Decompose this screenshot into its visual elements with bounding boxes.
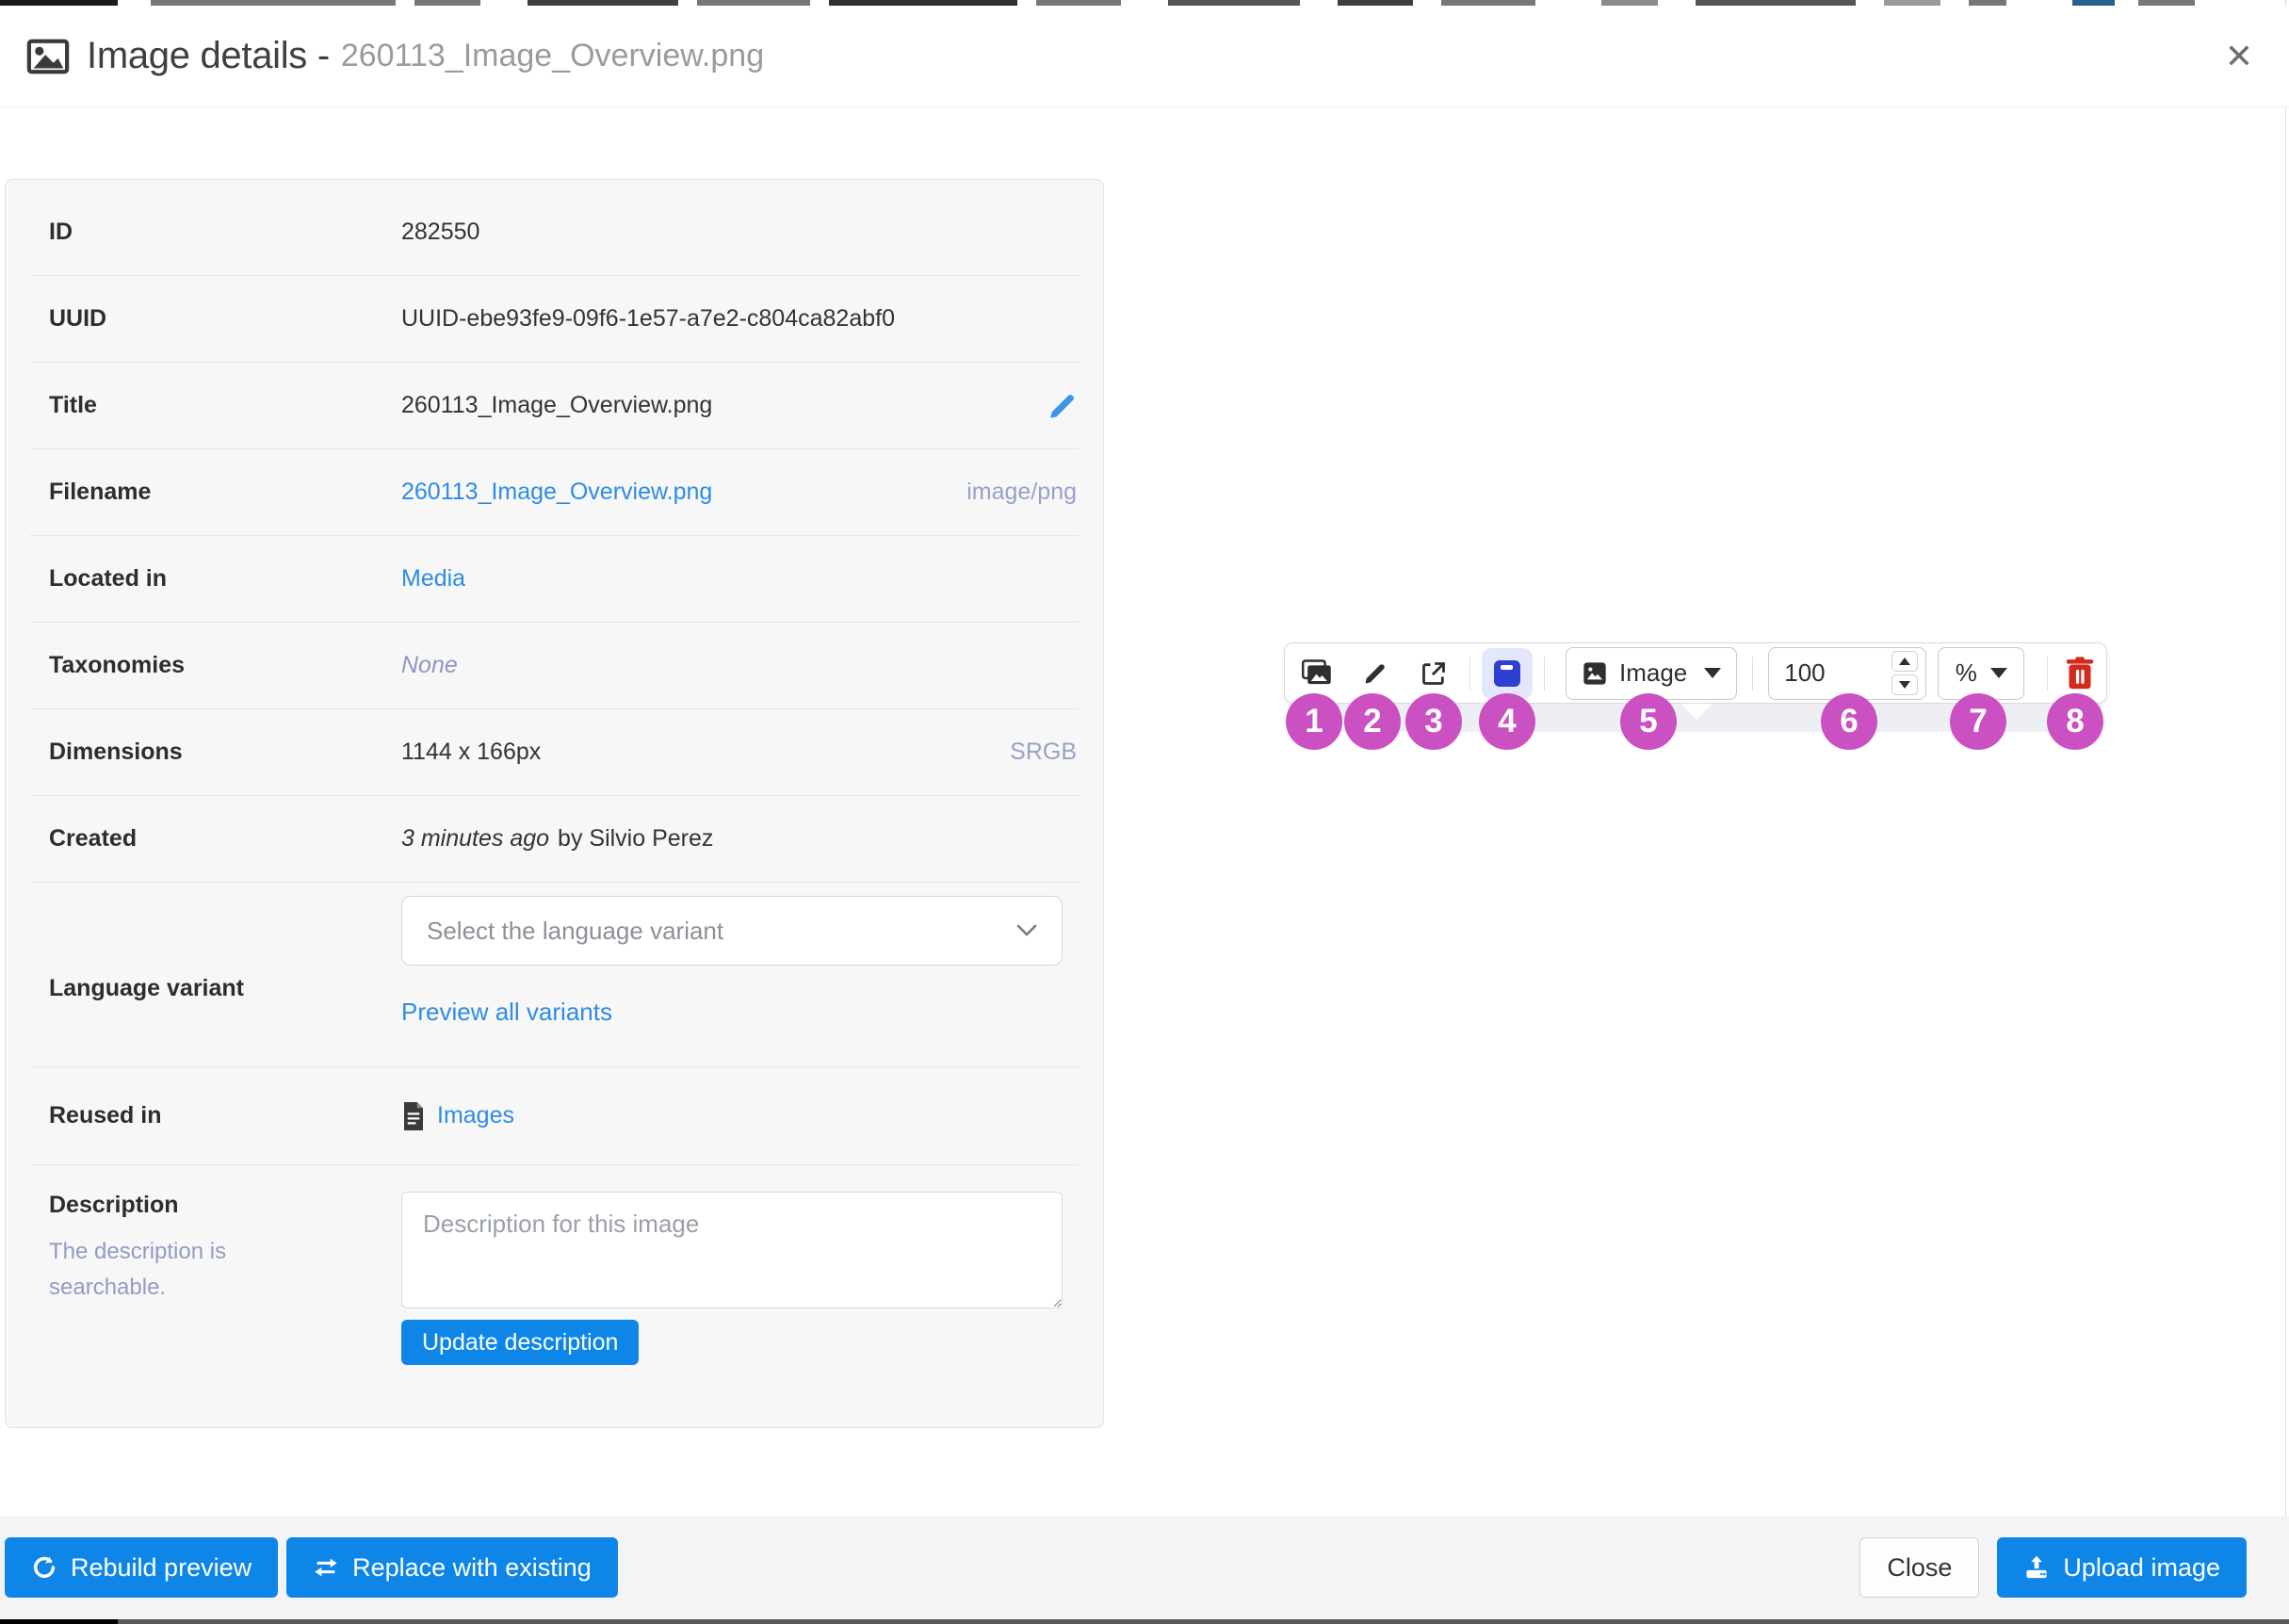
page-title-filename: 260113_Image_Overview.png: [340, 38, 765, 73]
modal-right-edge: [2285, 0, 2286, 1624]
row-id: ID 282550: [30, 189, 1079, 276]
annotation-badge-5: 5: [1620, 693, 1677, 750]
selected-block-icon: [1482, 647, 1533, 699]
located-in-label: Located in: [49, 565, 168, 592]
unit-dropdown: %: [1938, 646, 2025, 700]
id-value: 282550: [401, 219, 480, 245]
pencil-icon: [1356, 655, 1394, 692]
replace-with-existing-button[interactable]: Replace with existing: [286, 1537, 618, 1598]
modal-header: Image details - 260113_Image_Overview.pn…: [0, 6, 2289, 107]
rebuild-preview-button[interactable]: Rebuild preview: [5, 1537, 279, 1598]
title-value: 260113_Image_Overview.png: [401, 392, 713, 418]
annotation-badge-3: 3: [1405, 693, 1462, 750]
size-input: [1768, 646, 1927, 700]
block-type-label: Image: [1619, 658, 1688, 687]
gallery-icon: [1298, 655, 1336, 692]
language-variant-select[interactable]: Select the language variant: [401, 896, 1063, 966]
created-label: Created: [49, 825, 138, 852]
modal-footer: Rebuild preview Replace with existing Cl…: [0, 1516, 2289, 1619]
close-icon[interactable]: ✕: [2216, 36, 2263, 77]
annotation-badge-7: 7: [1950, 693, 2006, 750]
uuid-value: UUID-ebe93fe9-09f6-1e57-a7e2-c804ca82abf…: [401, 305, 895, 332]
preview-toolbar: Image %: [1284, 642, 2107, 704]
description-label: Description: [49, 1192, 179, 1218]
annotation-badge-8: 8: [2047, 693, 2103, 750]
toolbar-separator: [1544, 656, 1545, 690]
toolbar-pointer-notch: [1681, 704, 1712, 720]
size-value-field: [1784, 658, 1892, 688]
annotation-badge-2: 2: [1344, 693, 1401, 750]
upload-image-button[interactable]: Upload image: [1997, 1537, 2247, 1598]
caret-down-icon: [1704, 668, 1722, 678]
created-time: 3 minutes ago: [401, 825, 550, 852]
refresh-icon: [33, 1556, 56, 1578]
language-variant-label: Language variant: [49, 975, 244, 1001]
page-title: Image details -: [87, 35, 330, 76]
edit-title-button[interactable]: [1047, 390, 1079, 422]
annotation-badge-4: 4: [1479, 693, 1535, 750]
preview-all-variants-link[interactable]: Preview all variants: [401, 998, 612, 1026]
chevron-down-icon: [1016, 924, 1037, 936]
filename-label: Filename: [49, 479, 152, 505]
swap-arrows-icon: [315, 1558, 337, 1577]
located-in-link[interactable]: Media: [401, 565, 466, 592]
mime-type: image/png: [966, 479, 1077, 505]
filename-link[interactable]: 260113_Image_Overview.png: [401, 479, 713, 505]
row-language-variant: Language variant Select the language var…: [30, 883, 1079, 1067]
caret-down-icon: [1989, 668, 2007, 678]
annotation-badge-6: 6: [1821, 693, 1877, 750]
image-details-panel: ID 282550 UUID UUID-ebe93fe9-09f6-1e57-a…: [5, 179, 1104, 1428]
dimensions-label: Dimensions: [49, 739, 183, 765]
dimensions-value: 1144 x 166px: [401, 739, 542, 765]
row-filename: Filename 260113_Image_Overview.png image…: [30, 449, 1079, 536]
update-description-button[interactable]: Update description: [401, 1320, 640, 1365]
size-stepper: [1891, 651, 1919, 695]
id-label: ID: [49, 219, 73, 245]
title-label: Title: [49, 392, 97, 418]
row-located-in: Located in Media: [30, 536, 1079, 623]
language-variant-placeholder: Select the language variant: [427, 916, 724, 945]
taxonomies-value: None: [401, 652, 458, 678]
reused-in-link[interactable]: Images: [437, 1102, 514, 1129]
toolbar-separator: [1469, 656, 1470, 690]
uuid-label: UUID: [49, 305, 107, 332]
row-created: Created 3 minutes ago by Silvio Perez: [30, 796, 1079, 883]
upload-icon: [2026, 1555, 2047, 1579]
image-icon: [26, 39, 70, 73]
stepper-up-icon: [1891, 651, 1919, 672]
created-author: by Silvio Perez: [558, 825, 714, 852]
document-icon: [404, 1101, 423, 1130]
image-preview: Image % 1 2 3 4 5: [1284, 642, 2109, 780]
open-external-icon: [1415, 655, 1453, 692]
row-uuid: UUID UUID-ebe93fe9-09f6-1e57-a7e2-c804ca…: [30, 276, 1079, 363]
close-button[interactable]: Close: [1859, 1537, 1980, 1598]
annotation-badge-1: 1: [1286, 693, 1342, 750]
image-dropdown-icon: [1583, 661, 1606, 685]
pencil-icon: [1050, 394, 1074, 418]
toolbar-separator: [2047, 656, 2049, 690]
taxonomies-label: Taxonomies: [49, 652, 186, 678]
stepper-down-icon: [1891, 674, 1919, 695]
row-dimensions: Dimensions 1144 x 166px SRGB: [30, 709, 1079, 796]
trash-icon: [2061, 655, 2099, 692]
block-type-dropdown: Image: [1566, 646, 1738, 700]
row-taxonomies: Taxonomies None: [30, 623, 1079, 709]
row-title: Title 260113_Image_Overview.png: [30, 363, 1079, 449]
unit-label: %: [1955, 658, 1977, 687]
underlying-page-bottom-strip: [0, 1619, 2289, 1624]
reused-in-label: Reused in: [49, 1102, 162, 1129]
underlying-page-top-strip: [0, 0, 2289, 6]
toolbar-separator: [1752, 656, 1754, 690]
description-textarea[interactable]: [401, 1192, 1063, 1308]
color-space: SRGB: [1010, 739, 1077, 765]
row-description: Description The description is searchabl…: [30, 1165, 1079, 1420]
row-reused-in: Reused in Images: [30, 1067, 1079, 1165]
description-help-text: The description is searchable.: [49, 1239, 227, 1301]
